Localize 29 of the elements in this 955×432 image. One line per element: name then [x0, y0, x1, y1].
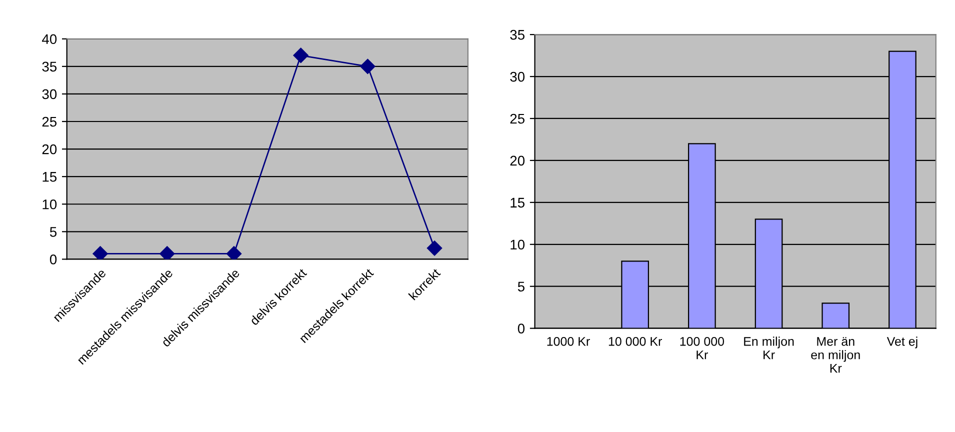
point — [293, 48, 308, 63]
x-tick-label: Mer än en miljon Kr — [811, 337, 860, 373]
y-tick-label: 35 — [510, 30, 524, 40]
y-tick-label: 30 — [510, 72, 525, 82]
y-tick-label: 15 — [510, 198, 524, 208]
y-tick-label: 5 — [518, 282, 524, 292]
y-tick-label: 10 — [42, 199, 57, 210]
y-tick-label: 25 — [510, 114, 524, 124]
y-tick-label: 35 — [42, 62, 57, 72]
y-tick-label: 30 — [42, 89, 57, 100]
y-tick-label: 5 — [50, 227, 57, 237]
point — [426, 240, 442, 256]
y-tick-label: 15 — [42, 172, 57, 182]
y-tick-label: 0 — [518, 324, 525, 334]
x-tick-label: En miljon Kr — [744, 336, 794, 360]
point — [360, 58, 376, 74]
x-tick-label: 10 000 Kr — [608, 336, 662, 346]
y-tick-label: 25 — [42, 116, 57, 127]
y-tick-label: 20 — [510, 156, 525, 166]
x-tick-label: 100 000 Kr — [680, 336, 724, 360]
x-tick-label: 1000 Kr — [547, 336, 590, 346]
point — [92, 246, 108, 260]
y-tick-label: 0 — [50, 254, 57, 264]
y-tick-label: 40 — [42, 34, 57, 44]
point — [226, 246, 242, 260]
y-tick-label: 10 — [510, 240, 525, 250]
x-tick-label: Vet ej — [886, 336, 918, 348]
point — [160, 246, 175, 260]
y-tick-label: 20 — [42, 144, 57, 154]
